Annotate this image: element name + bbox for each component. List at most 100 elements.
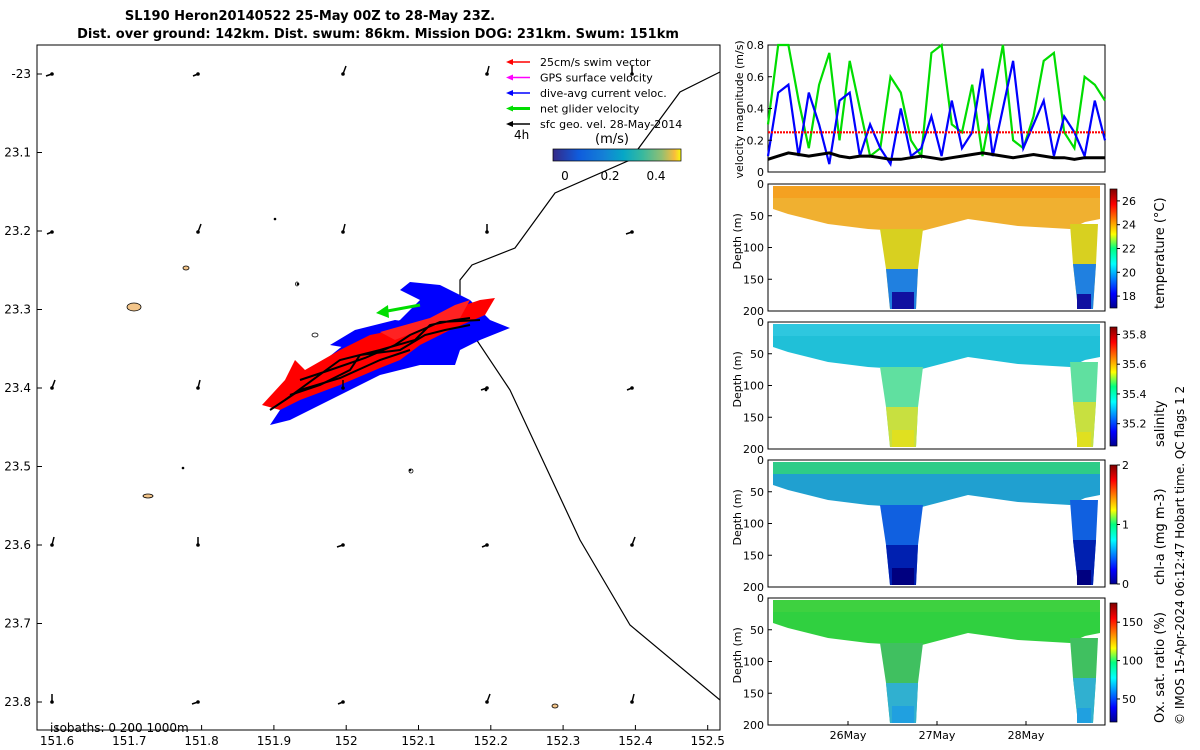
colorbar-label: chl-a (mg m-3): [1153, 488, 1168, 585]
colorbar-label: salinity: [1153, 400, 1168, 447]
velocity-series-line: [766, 60, 1107, 168]
heatmap-ylabel: Depth (m): [731, 627, 744, 683]
heatmap-ytick-label: 100: [743, 242, 764, 255]
legend-arrowhead: [506, 121, 513, 127]
title-line-1: SL190 Heron20140522 25-May 00Z to 28-May…: [125, 9, 495, 24]
lat-tick-label: 23.6: [4, 538, 31, 552]
geo-arrow-head: [181, 466, 185, 470]
geo-arrow-head: [50, 72, 54, 76]
latitude-ticks: -23 23.1 23.2 23.3 23.4 23.5 23.6 23.7 23.8: [4, 67, 42, 709]
heatmap-dive-deepest: [1077, 570, 1091, 585]
geo-arrow-head: [630, 543, 634, 547]
colorbar-tick-label: 100: [1122, 655, 1143, 668]
legend-label: GPS surface velocity: [540, 72, 653, 85]
heatmap-surface-band: [773, 462, 1100, 474]
geo-arrow-head: [50, 386, 54, 390]
geo-arrow-head: [341, 543, 345, 547]
heatmap-ytick-label: 0: [757, 592, 764, 605]
heatmap-panel: 0 50 100 150 200 Depth (m) 18 20 22 24 26 temperatu…: [731, 178, 1168, 318]
heatmap-ytick-label: 150: [743, 687, 764, 700]
colorbar-tick-label: 22: [1122, 243, 1136, 256]
legend-label: 25cm/s swim vector: [540, 56, 651, 69]
geo-arrow-head: [630, 700, 634, 704]
geo-arrow-head: [50, 230, 54, 234]
heatmap-colorbar: [1109, 188, 1118, 309]
heatmap-ytick-label: 150: [743, 411, 764, 424]
geo-arrow-head: [196, 543, 200, 547]
heatmap-ytick-label: 50: [750, 486, 764, 499]
colorbar-tick-label: 0.2: [600, 169, 619, 183]
colorbar-tick-label: 0: [1122, 578, 1129, 591]
map-colorbar: [552, 148, 682, 162]
velocity-ytick-label: 0.8: [747, 39, 765, 52]
heatmap-ylabel: Depth (m): [731, 489, 744, 545]
heatmap-dive-deepest: [892, 568, 914, 585]
isobaths-label: isobaths: 0 200 1000m: [50, 721, 189, 735]
heatmap-dive-deepest: [892, 292, 914, 309]
velocity-ytick-label: 0: [757, 166, 764, 179]
lat-tick-label: 23.1: [4, 146, 31, 160]
geo-arrow-head: [341, 72, 345, 76]
lon-tick-label: 151.7: [112, 734, 146, 748]
longitude-ticks: 151.6 151.7 151.8 151.9 152 152.1 152.2 152.3 15…: [40, 725, 725, 748]
heatmap-dive-deepest: [1077, 294, 1091, 309]
geo-arrow-head: [485, 230, 489, 234]
colorbar-tick-label: 1: [1122, 519, 1129, 532]
lat-tick-label: 23.4: [4, 381, 31, 395]
sfc-geo-velocity-arrows: [45, 65, 636, 705]
swim-vectors: [262, 298, 495, 410]
colorbar-tick-label: 20: [1122, 266, 1136, 279]
colorbar-tick-label: 18: [1122, 290, 1136, 303]
legend-arrowhead: [506, 74, 513, 81]
heatmap-ytick-label: 150: [743, 273, 764, 286]
geo-arrow-head: [341, 386, 345, 390]
reef-outline: [408, 468, 414, 474]
lat-tick-label: 23.7: [4, 617, 31, 631]
colorbar-tick-label: 35.8: [1122, 328, 1147, 341]
heatmap-dive-deepest: [1077, 432, 1091, 447]
legend-arrowhead: [506, 105, 513, 112]
heatmap-dive-deepest: [1077, 708, 1091, 723]
velocity-yticks: 0 0.2 0.4 0.6 0.8: [747, 39, 772, 179]
lon-tick-label: 151.9: [257, 734, 291, 748]
heatmap-ylabel: Depth (m): [731, 213, 744, 269]
lon-tick-label: 152.5: [691, 734, 725, 748]
lon-tick-label: 151.6: [40, 734, 74, 748]
heatmap-ytick-label: 200: [743, 305, 764, 318]
corner-label: 4h: [514, 128, 529, 142]
legend-label: sfc geo. vel. 28-May-2014: [540, 118, 682, 131]
geo-arrow-head: [484, 388, 488, 392]
geo-arrow-head: [296, 282, 300, 286]
colorbar-tick-label: 50: [1122, 693, 1136, 706]
heatmap-ytick-label: 50: [750, 348, 764, 361]
geo-arrow-head: [341, 230, 345, 234]
lat-tick-label: 23.8: [4, 695, 31, 709]
colorbar-tick-label: 0: [561, 169, 569, 183]
net-glider-velocity-arrow: [376, 303, 421, 318]
geo-arrow-head: [408, 468, 412, 472]
velocity-ytick-label: 0.4: [747, 103, 765, 116]
reef-outline: [126, 302, 142, 312]
geo-arrow-head: [196, 230, 200, 234]
lat-tick-label: -23: [11, 67, 31, 81]
heatmap-dive-deepest: [892, 706, 914, 723]
legend-label: net glider velocity: [540, 103, 640, 116]
lon-tick-label: 152.1: [401, 734, 435, 748]
map-legend: 25cm/s swim vector GPS surface velocity di…: [506, 56, 682, 131]
xtick-label: 28May: [1008, 729, 1045, 742]
geo-arrow-head: [50, 543, 54, 547]
velocity-ylabel: velocity magnitude (m/s): [733, 40, 746, 178]
geo-arrow-head: [196, 386, 200, 390]
heatmap-ytick-label: 50: [750, 210, 764, 223]
colorbar-tick-label: 24: [1122, 219, 1136, 232]
legend-arrowhead: [506, 90, 513, 96]
reef-outline: [142, 493, 154, 499]
heatmap-ytick-label: 0: [757, 316, 764, 329]
velocity-ytick-label: 0.6: [747, 71, 765, 84]
colorbar-tick-label: 150: [1122, 616, 1143, 629]
heatmap-colorbar: [1109, 602, 1118, 723]
title-line-2: Dist. over ground: 142km. Dist. swum: 86…: [77, 27, 679, 42]
heatmap-colorbar: [1109, 464, 1118, 585]
heatmap-ytick-label: 200: [743, 581, 764, 594]
geo-arrow-head: [196, 700, 200, 704]
